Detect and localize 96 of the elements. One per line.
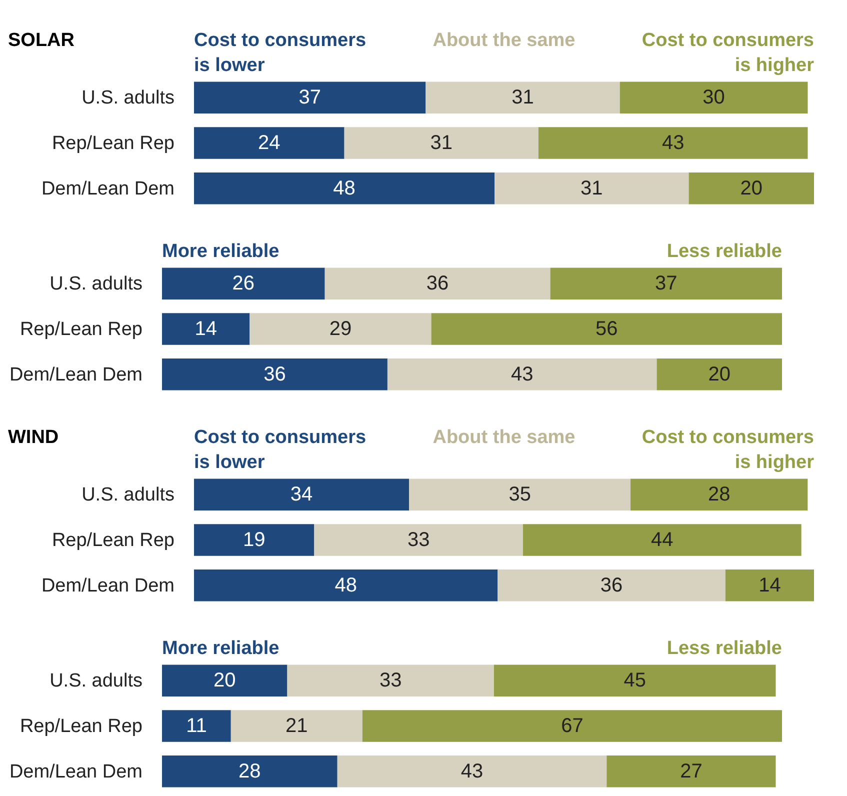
data-label: 56	[596, 318, 618, 340]
data-label: 37	[298, 86, 321, 109]
data-label: 45	[624, 670, 646, 692]
bar	[162, 268, 325, 300]
bar	[630, 478, 808, 511]
series-label: Cost to consumers is lower	[194, 30, 366, 76]
bar	[337, 755, 607, 788]
data-label: 14	[758, 574, 781, 596]
series-label: Less reliable	[666, 638, 782, 659]
data-label: 33	[407, 529, 430, 551]
bar	[194, 127, 344, 159]
data-label: 30	[702, 86, 725, 109]
data-label: 34	[290, 484, 313, 506]
series-label: Cost to consumers is lower	[194, 427, 366, 473]
data-label: 29	[329, 318, 352, 340]
bar	[194, 478, 410, 511]
data-label: 48	[333, 177, 356, 200]
bar	[362, 710, 782, 742]
bar	[344, 127, 538, 159]
data-label: 31	[580, 177, 603, 200]
y-tick-label: U.S. adults	[82, 484, 174, 506]
data-label: 36	[264, 363, 286, 386]
series-label: About the same	[432, 30, 576, 51]
bar	[387, 358, 657, 390]
series-label: Cost to consumers is higher	[642, 427, 815, 473]
bar	[550, 268, 782, 300]
bar	[494, 664, 776, 697]
y-tick-label: U.S. adults	[82, 88, 174, 109]
data-label: 19	[242, 529, 266, 551]
y-tick-label: Rep/Lean Rep	[20, 716, 142, 737]
data-label: 31	[512, 86, 534, 109]
data-label: 28	[708, 484, 730, 506]
bar	[162, 358, 388, 390]
data-label: 14	[194, 318, 217, 340]
bar	[194, 524, 314, 556]
bar	[162, 313, 250, 345]
series-label: Less reliable	[666, 241, 782, 262]
bar	[162, 664, 288, 697]
y-tick-label: U.S. adults	[50, 274, 142, 295]
bar	[688, 172, 814, 204]
data-label: 24	[258, 132, 280, 154]
data-label: 33	[379, 670, 402, 692]
bar	[431, 313, 782, 345]
data-label: 43	[510, 363, 534, 386]
data-label: 20	[740, 177, 762, 200]
data-label: 26	[232, 272, 255, 295]
series-label: Cost to consumers is higher	[642, 30, 815, 76]
series-label: About the same	[432, 427, 576, 448]
bar	[194, 569, 498, 602]
y-tick-label: Dem/Lean Dem	[9, 761, 142, 782]
series-label: More reliable	[162, 638, 280, 659]
data-label: 44	[651, 529, 674, 551]
bar	[409, 478, 631, 511]
data-label: 31	[430, 132, 452, 154]
bar	[620, 82, 808, 114]
data-label: 43	[662, 132, 684, 154]
text: SOLAR	[8, 30, 75, 51]
data-label: 20	[214, 670, 236, 692]
data-label: 20	[708, 363, 730, 386]
bar	[606, 755, 776, 788]
data-label: 21	[286, 715, 308, 737]
text: WIND	[8, 427, 59, 448]
data-label: 36	[600, 574, 623, 596]
bar	[162, 710, 231, 742]
data-label: 27	[680, 760, 702, 782]
bar	[324, 268, 550, 300]
bar	[494, 172, 689, 204]
y-tick-label: Rep/Lean Rep	[20, 319, 142, 340]
bar	[230, 710, 362, 742]
data-label: 48	[334, 574, 357, 596]
bar	[250, 313, 432, 345]
series-label: More reliable	[162, 241, 280, 262]
data-label: 36	[426, 272, 449, 295]
bar	[194, 172, 495, 204]
y-tick-label: Rep/Lean Rep	[52, 133, 174, 154]
y-tick-label: Dem/Lean Dem	[41, 575, 174, 596]
bar	[162, 755, 338, 788]
data-label: 35	[508, 484, 531, 506]
y-tick-label: Dem/Lean Dem	[41, 178, 174, 200]
y-tick-label: Rep/Lean Rep	[52, 530, 174, 551]
bar	[287, 664, 494, 697]
bar	[538, 127, 808, 159]
data-label: 11	[186, 715, 207, 737]
bar	[522, 524, 802, 556]
bar	[426, 82, 620, 114]
bar	[314, 524, 523, 556]
y-tick-label: U.S. adults	[50, 670, 142, 692]
data-label: 28	[238, 760, 261, 782]
bar	[656, 358, 782, 390]
data-label: 67	[561, 715, 584, 737]
bar	[194, 82, 426, 114]
bar	[498, 569, 726, 602]
data-label: 43	[460, 760, 484, 782]
y-tick-label: Dem/Lean Dem	[9, 364, 142, 386]
bar	[725, 569, 814, 602]
data-label: 37	[655, 272, 678, 295]
